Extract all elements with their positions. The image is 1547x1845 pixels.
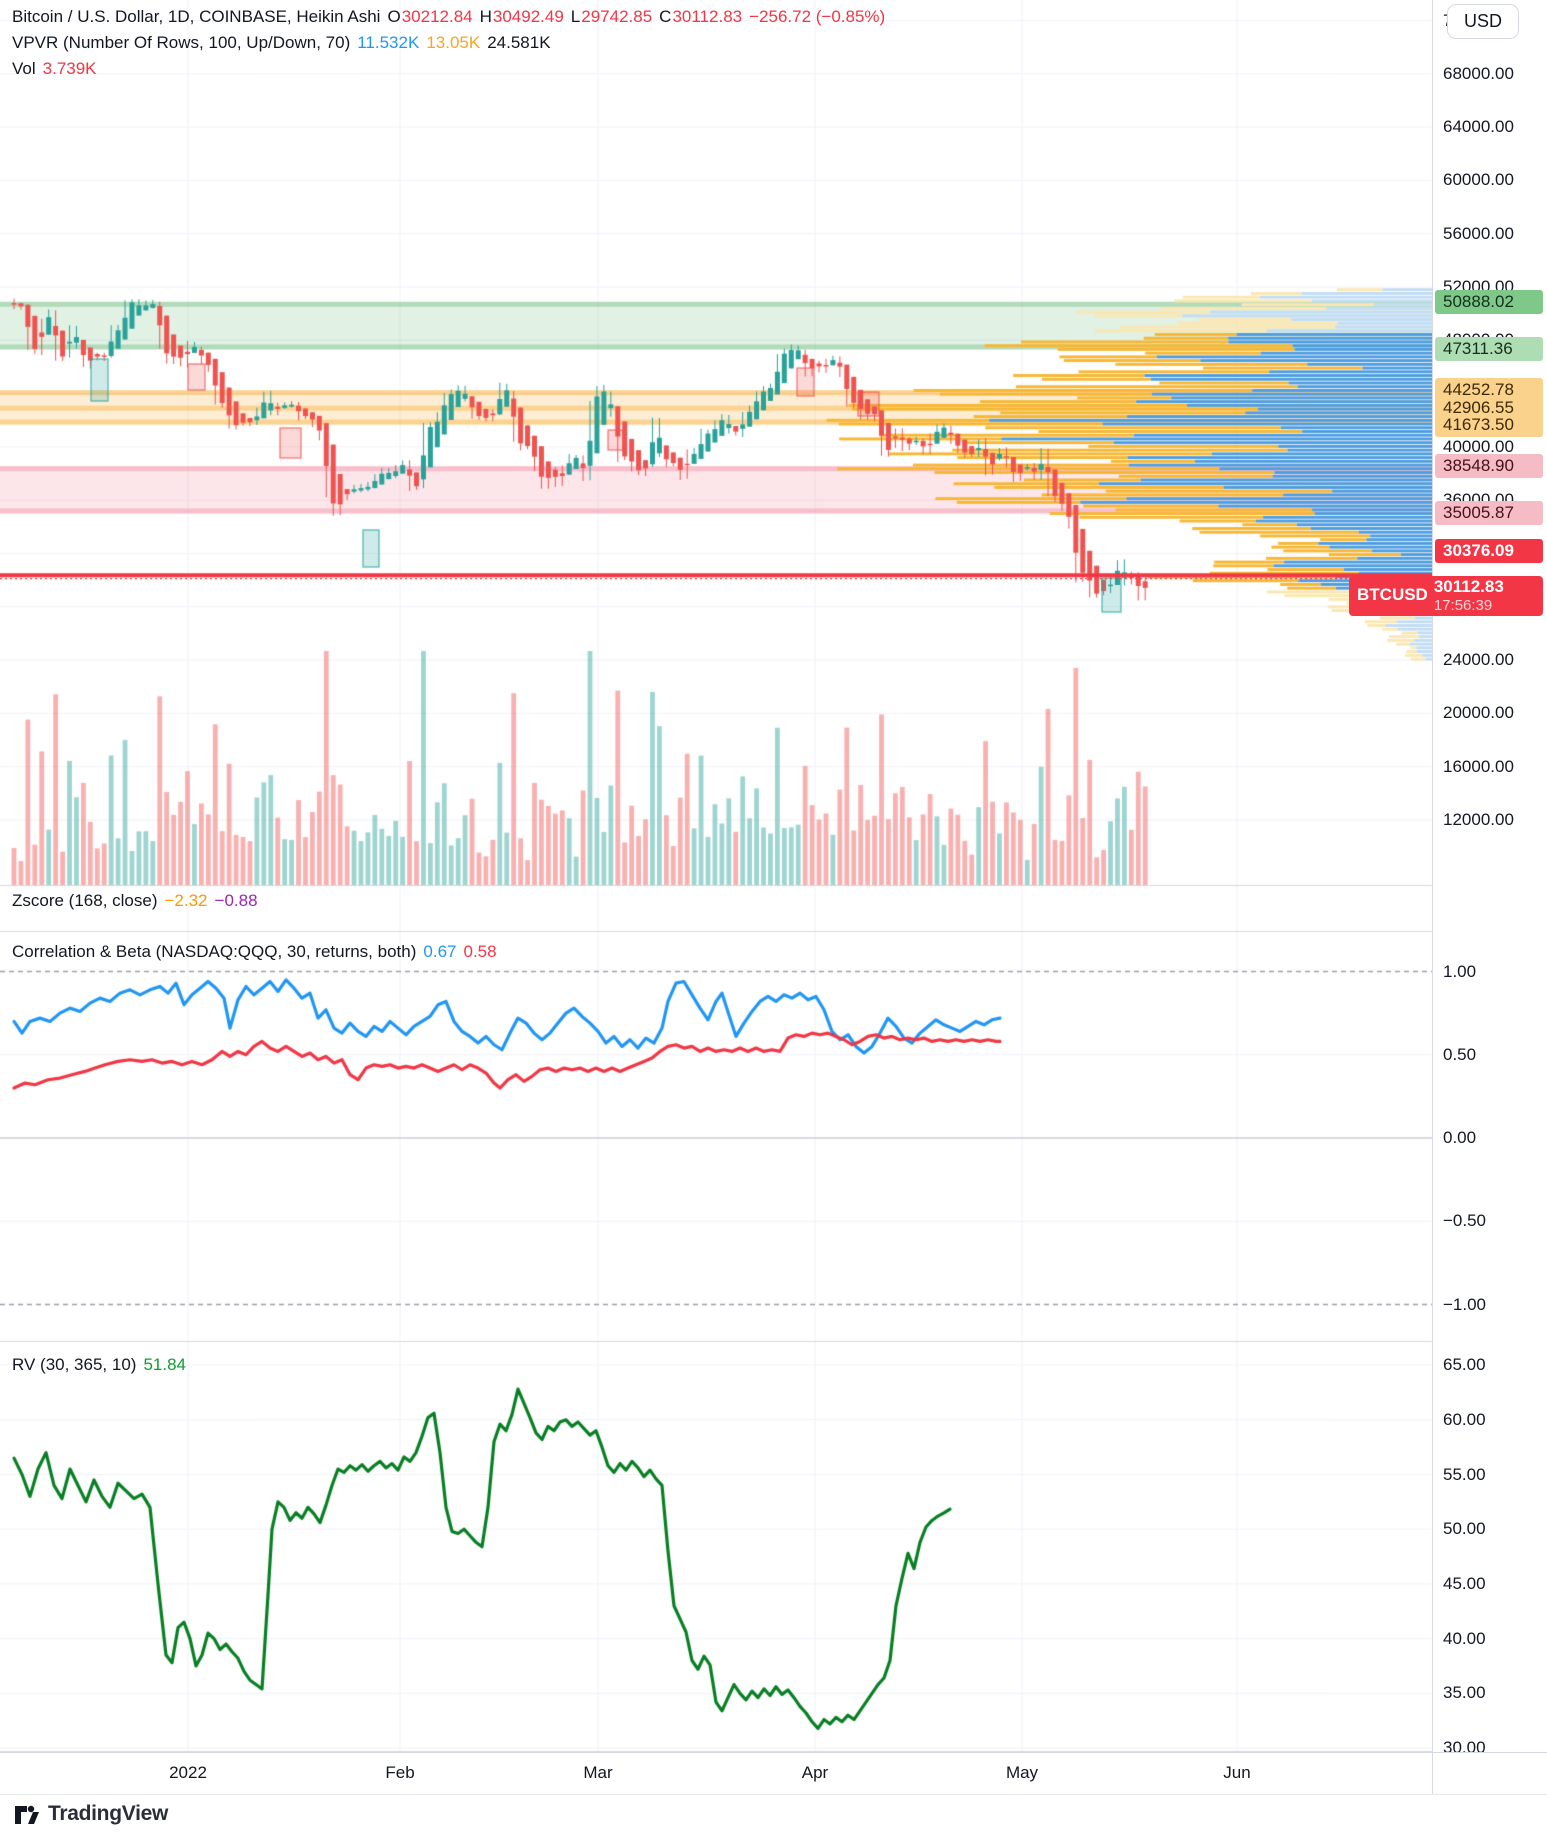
last-price-value: 30112.83 [1433, 577, 1504, 596]
price-axis[interactable]: 72000.0068000.0064000.0060000.0056000.00… [1432, 0, 1547, 1793]
volume-legend: Vol 3.739K [12, 58, 97, 80]
price-tick-label: 12000.00 [1443, 809, 1514, 829]
close-label: C [659, 7, 672, 26]
price-level-badge: 35005.87 [1435, 501, 1543, 526]
correlation-tick-label: −0.50 [1443, 1211, 1487, 1231]
time-axis-label: May [1005, 1763, 1039, 1782]
zscore-legend: Zscore (168, close) −2.32 −0.88 [12, 890, 258, 912]
price-tick-label: 16000.00 [1443, 756, 1514, 776]
price-level-badge: 50888.02 [1435, 289, 1543, 314]
price-tick-label: 20000.00 [1443, 703, 1514, 723]
time-axis-label: Feb [385, 1763, 415, 1782]
chart-canvas[interactable] [0, 0, 1432, 1752]
correlation-tick-label: −1.00 [1443, 1294, 1487, 1314]
vpvr-down-value: 13.05K [426, 33, 481, 52]
countdown-timer: 17:56:39 [1433, 597, 1493, 614]
price-tick-label: 68000.00 [1443, 63, 1514, 83]
vpvr-up-value: 11.532K [357, 33, 420, 52]
rv-tick-label: 55.00 [1443, 1464, 1486, 1484]
low-label: L [570, 7, 581, 26]
last-price-symbol: BTCUSD [1357, 585, 1428, 604]
time-axis-label: Jun [1223, 1763, 1251, 1782]
symbol-legend: Bitcoin / U.S. Dollar, 1D, COINBASE, Hei… [12, 6, 885, 28]
change-value: −256.72 (−0.85%) [749, 7, 886, 26]
vpvr-legend: VPVR (Number Of Rows, 100, Up/Down, 70) … [12, 32, 551, 54]
rv-tick-label: 35.00 [1443, 1683, 1486, 1703]
open-value: 30212.84 [401, 7, 473, 26]
high-label: H [479, 7, 492, 26]
zscore-value-1: −2.32 [164, 891, 208, 910]
zscore-title[interactable]: Zscore (168, close) [12, 891, 158, 910]
time-axis-label: Mar [583, 1763, 613, 1782]
price-tick-label: 24000.00 [1443, 650, 1514, 670]
correlation-title[interactable]: Correlation & Beta (NASDAQ:QQQ, 30, retu… [12, 942, 417, 961]
rv-title[interactable]: RV (30, 365, 10) [12, 1355, 137, 1374]
vpvr-total-value: 24.581K [487, 33, 551, 52]
vpvr-title[interactable]: VPVR (Number Of Rows, 100, Up/Down, 70) [12, 33, 351, 52]
price-tick-label: 60000.00 [1443, 170, 1514, 190]
rv-tick-label: 50.00 [1443, 1519, 1486, 1539]
open-label: O [387, 7, 401, 26]
correlation-value: 0.67 [423, 942, 457, 961]
rv-value: 51.84 [143, 1355, 186, 1374]
correlation-tick-label: 0.50 [1443, 1044, 1477, 1064]
tradingview-brand-text[interactable]: TradingView [48, 1802, 169, 1825]
price-level-badge: 47311.36 [1435, 337, 1543, 362]
rv-tick-label: 60.00 [1443, 1409, 1486, 1429]
price-level-badge: 38548.90 [1435, 454, 1543, 479]
rv-legend: RV (30, 365, 10) 51.84 [12, 1354, 186, 1376]
price-level-badge: 30376.09 [1435, 539, 1543, 563]
time-axis-label: Apr [801, 1763, 829, 1782]
time-axis[interactable]: 2022 Feb Mar Apr May Jun [0, 1752, 1547, 1795]
high-value: 30492.49 [492, 7, 564, 26]
price-tick-label: 40000.00 [1443, 436, 1514, 456]
zscore-value-2: −0.88 [214, 891, 258, 910]
correlation-tick-label: 0.00 [1443, 1128, 1477, 1147]
price-tick-label: 56000.00 [1443, 223, 1514, 243]
currency-button[interactable]: USD [1447, 4, 1519, 39]
tradingview-logo-icon[interactable] [14, 1801, 40, 1827]
beta-value: 0.58 [463, 942, 497, 961]
rv-tick-label: 65.00 [1443, 1355, 1486, 1375]
volume-title[interactable]: Vol [12, 59, 36, 78]
correlation-tick-label: 1.00 [1443, 961, 1477, 981]
axis-corner-divider [1432, 1753, 1433, 1794]
rv-tick-label: 45.00 [1443, 1573, 1486, 1593]
price-tick-label: 64000.00 [1443, 117, 1514, 137]
correlation-legend: Correlation & Beta (NASDAQ:QQQ, 30, retu… [12, 941, 497, 963]
symbol-title[interactable]: Bitcoin / U.S. Dollar, 1D, COINBASE, Hei… [12, 7, 381, 26]
volume-value: 3.739K [42, 59, 97, 78]
close-value: 30112.83 [672, 7, 743, 26]
rv-tick-label: 40.00 [1443, 1628, 1486, 1648]
low-value: 29742.85 [581, 7, 653, 26]
time-axis-label: 2022 [169, 1763, 207, 1782]
footer: TradingView [14, 1801, 168, 1827]
last-price-label: BTCUSD 30112.83 17:56:39 [1349, 576, 1543, 616]
price-level-badge: 41673.50 [1435, 412, 1543, 437]
